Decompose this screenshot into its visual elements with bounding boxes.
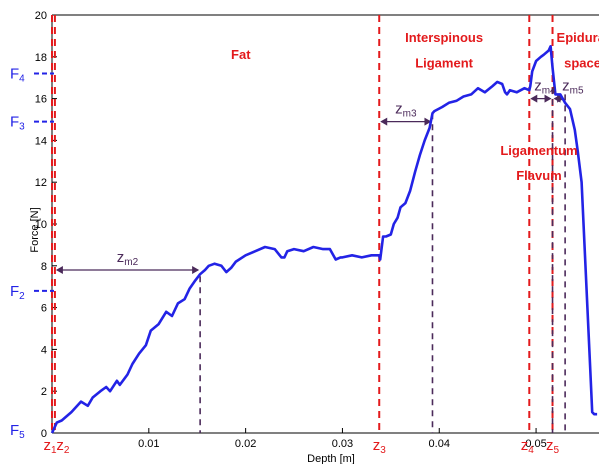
zm2-label-sub: m2 <box>124 257 138 268</box>
x-tick-label: 0.04 <box>429 438 450 450</box>
zm3-arrow-right-head <box>424 117 432 126</box>
depth-markers <box>34 15 566 433</box>
z5-label-sub: 5 <box>553 445 559 456</box>
region-label: Ligamentum <box>500 143 577 158</box>
z5-label-main: z <box>546 437 554 454</box>
zm4-arrow-right-head <box>544 94 552 103</box>
z2-label-sub: 2 <box>64 445 70 456</box>
f4-label-main: F <box>10 66 19 83</box>
z2-label: z2 <box>56 437 70 456</box>
zm3-label-main: z <box>395 101 403 118</box>
zm5-arrow-right-head <box>557 94 565 103</box>
y-tick-label: 14 <box>35 135 47 147</box>
f4-label-sub: 4 <box>19 74 25 85</box>
x-axis-label: Depth [m] <box>307 453 355 464</box>
f4-label: F4 <box>10 66 25 85</box>
z3-label-main: z <box>373 437 381 454</box>
zm5-label: zm5 <box>562 78 584 97</box>
x-tick-label: 0.03 <box>332 438 353 450</box>
z4-label-main: z <box>521 437 529 454</box>
zm5-label-main: z <box>562 78 570 95</box>
zm4-label-sub: m4 <box>542 86 556 97</box>
x-tick-label: 0.01 <box>138 438 159 450</box>
region-label: space <box>564 55 599 70</box>
f5-label-main: F <box>10 422 19 439</box>
y-tick-label: 8 <box>41 261 47 273</box>
zm2-label-main: z <box>117 249 125 266</box>
region-label: Fat <box>231 47 251 62</box>
y-tick-label: 20 <box>35 10 47 22</box>
f5-label: F5 <box>10 422 25 441</box>
axis-ticks: 0 2 4 6 8 10 12 14 16 18 20 0.01 0.02 0.03 0.04 0.05 <box>35 10 547 450</box>
z1-label-sub: 1 <box>51 445 57 456</box>
y-tick-label: 0 <box>41 428 47 440</box>
zm3-arrow-left-head <box>380 117 388 126</box>
annotation-labels: Fat Interspinous Ligament Epidural space Liga… <box>10 30 599 456</box>
y-tick-label: 16 <box>35 94 47 106</box>
region-label: Epidural <box>557 30 599 45</box>
x-tick-label: 0.05 <box>525 438 546 450</box>
f2-label-sub: 2 <box>19 291 25 302</box>
zm4-label-main: z <box>534 78 542 95</box>
z2-label-main: z <box>56 437 64 454</box>
z3-label-sub: 3 <box>380 445 386 456</box>
y-tick-label: 4 <box>41 344 47 356</box>
y-axis-label: Force [N] <box>29 207 41 252</box>
zm2-arrow-left-head <box>55 265 63 274</box>
zm5-label-sub: m5 <box>570 86 584 97</box>
z4-label: z4 <box>521 437 535 456</box>
force-curve <box>50 45 598 434</box>
zm2-arrow-right-head <box>192 265 200 274</box>
f3-label-main: F <box>10 114 19 131</box>
y-tick-label: 18 <box>35 52 47 64</box>
f2-label: F2 <box>10 283 25 302</box>
y-tick-label: 12 <box>35 177 47 189</box>
zm3-label: zm3 <box>395 101 417 120</box>
z1-label: z1 <box>43 437 57 456</box>
f2-label-main: F <box>10 283 19 300</box>
region-label: Flavum <box>516 168 562 183</box>
zm4-arrow-left-head <box>530 94 538 103</box>
y-tick-label: 10 <box>35 219 47 231</box>
zm4-label: zm4 <box>534 78 556 97</box>
f3-label: F3 <box>10 114 25 133</box>
region-label: Interspinous <box>405 30 483 45</box>
z5-label: z5 <box>546 437 560 456</box>
zm2-label: zm2 <box>117 249 139 268</box>
region-label: Ligament <box>415 55 473 70</box>
f3-label-sub: 3 <box>19 122 25 133</box>
f5-label-sub: 5 <box>19 430 25 441</box>
z3-label: z3 <box>373 437 387 456</box>
zm3-label-sub: m3 <box>403 109 417 120</box>
y-tick-label: 2 <box>41 386 47 398</box>
z1-label-main: z <box>43 437 51 454</box>
z4-label-sub: 4 <box>528 445 534 456</box>
force-curve-layer <box>50 45 598 434</box>
x-tick-label: 0.02 <box>235 438 256 450</box>
y-tick-label: 6 <box>41 303 47 315</box>
